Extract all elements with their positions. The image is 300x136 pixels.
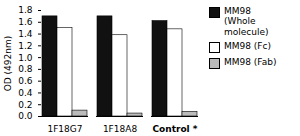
svg-text:1.8: 1.8 [18, 5, 33, 15]
svg-text:1.4: 1.4 [18, 29, 33, 39]
html-text:MM98 (Fc): MM98 (Fc) [224, 41, 271, 51]
svg-text:0.2: 0.2 [18, 100, 32, 110]
html-text:MM98 (Whole molecule): MM98 (Whole molecule) [224, 6, 269, 37]
svg-text:1F18G7: 1F18G7 [47, 124, 82, 134]
svg-text:0.4: 0.4 [18, 88, 33, 98]
svg-text:OD (492nm): OD (492nm) [3, 36, 13, 92]
svg-text:0.0: 0.0 [18, 111, 33, 121]
svg-text:0.6: 0.6 [18, 76, 33, 86]
svg-text:1.0: 1.0 [18, 52, 33, 62]
html-text:MM98 (Fab): MM98 (Fab) [224, 57, 277, 67]
svg-text:Control *: Control * [152, 124, 197, 134]
svg-text:0.8: 0.8 [18, 64, 33, 74]
svg-text:1F18A8: 1F18A8 [103, 124, 138, 134]
svg-text:1.6: 1.6 [18, 17, 33, 27]
svg-text:1.2: 1.2 [18, 41, 32, 51]
